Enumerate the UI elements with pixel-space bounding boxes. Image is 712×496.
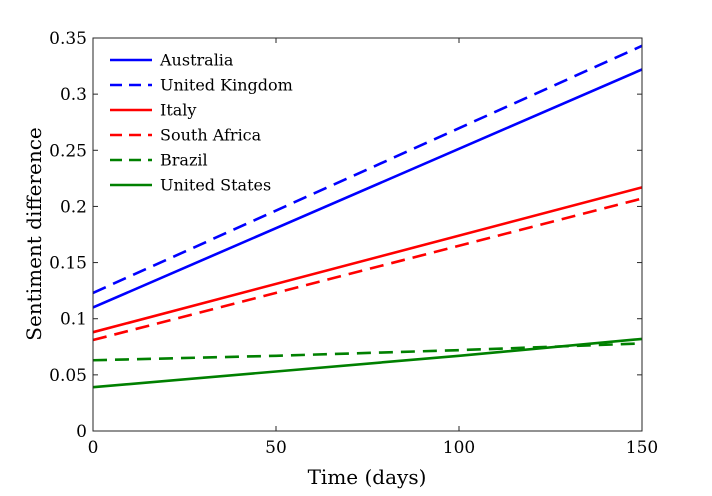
series-line-united-kingdom [92, 44, 643, 295]
tick-label-layer: 0 50 100 150 0 0.05 0.1 0.15 0.2 0.25 0.3 0.35 [49, 29, 658, 458]
series-layer [92, 44, 643, 389]
legend-label-united-kingdom: United Kingdom [160, 76, 293, 95]
y-tick-label: 0.15 [49, 254, 87, 274]
axes-box [92, 37, 643, 432]
legend-label-united-states: United States [160, 176, 271, 195]
y-tick-label: 0.25 [49, 141, 87, 161]
plot-area [93, 38, 642, 431]
y-tick-label: 0.3 [60, 85, 87, 105]
y-tick-label: 0 [76, 422, 87, 442]
x-tick-label: 0 [88, 438, 99, 458]
y-tick-label: 0.05 [49, 366, 87, 386]
x-tick-label: 150 [626, 438, 658, 458]
x-tick-label: 50 [265, 438, 287, 458]
y-tick-label: 0.1 [60, 310, 87, 330]
legend: Australia United Kingdom Italy South Africa… [110, 51, 293, 195]
axes-layer [92, 37, 643, 432]
y-tick-label: 0.2 [60, 197, 87, 217]
series-line-brazil [92, 342, 643, 362]
series-line-south-africa [92, 197, 643, 342]
x-axis-title: Time (days) [308, 465, 427, 489]
legend-label-australia: Australia [159, 51, 234, 70]
series-line-australia [92, 68, 643, 309]
legend-label-brazil: Brazil [160, 151, 208, 170]
y-axis-title: Sentiment difference [22, 127, 46, 341]
x-tick-label: 100 [443, 438, 475, 458]
y-tick-label: 0.35 [49, 29, 87, 49]
series-line-united-states [92, 337, 643, 389]
legend-label-south-africa: South Africa [160, 126, 262, 145]
series-line-italy [92, 186, 643, 334]
legend-label-italy: Italy [160, 101, 196, 120]
